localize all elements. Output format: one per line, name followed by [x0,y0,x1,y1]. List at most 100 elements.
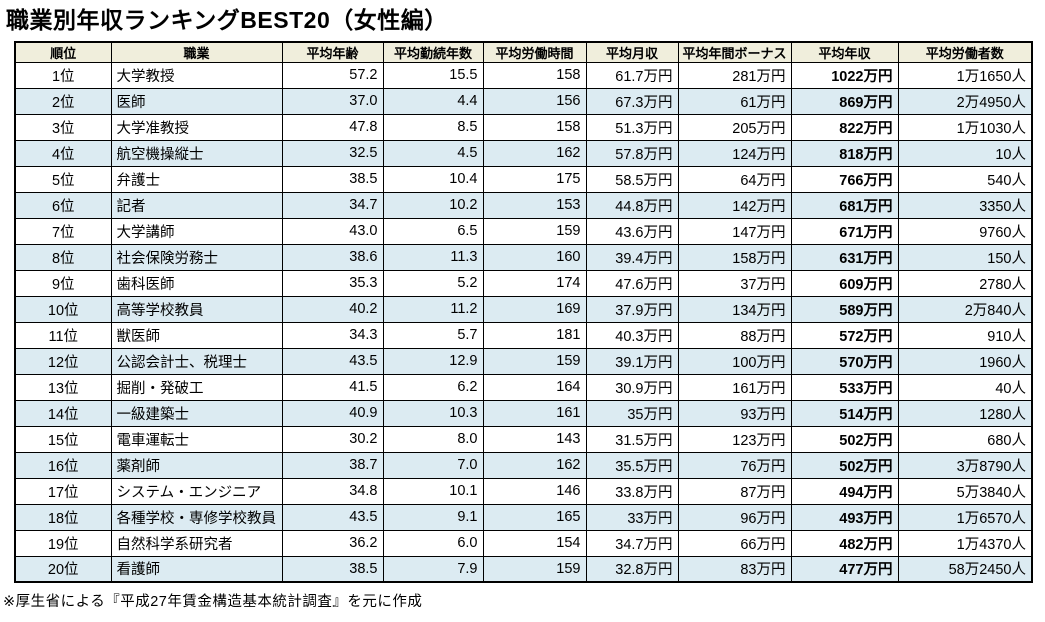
cell-平均労働者数: 1万6570人 [897,503,1033,531]
table-row: 8位 社会保険労務士 38.6 11.3 160 39.4万円 158万円 631万円 150人 [14,243,1033,271]
cell-平均労働時間: 159 [482,555,587,583]
cell-平均勤続年数: 11.2 [382,295,484,323]
cell-職業: 掘削・発破工 [110,373,283,401]
cell-平均年間ボーナス: 61万円 [677,87,792,115]
cell-順位: 18位 [14,503,112,531]
cell-平均勤続年数: 6.2 [382,373,484,401]
cell-平均勤続年数: 8.5 [382,113,484,141]
cell-平均労働者数: 1万1030人 [897,113,1033,141]
cell-平均労働者数: 10人 [897,139,1033,167]
cell-平均労働時間: 159 [482,217,587,245]
cell-順位: 6位 [14,191,112,219]
cell-平均年収: 822万円 [790,113,899,141]
cell-平均年齢: 43.5 [281,347,384,375]
cell-職業: 電車運転士 [110,425,283,453]
cell-順位: 14位 [14,399,112,427]
cell-平均年齢: 35.3 [281,269,384,297]
cell-順位: 11位 [14,321,112,349]
cell-順位: 2位 [14,87,112,115]
cell-順位: 8位 [14,243,112,271]
cell-平均月収: 33.8万円 [585,477,679,505]
cell-職業: 一級建築士 [110,399,283,427]
cell-職業: 公認会計士、税理士 [110,347,283,375]
cell-平均年収: 766万円 [790,165,899,193]
cell-平均年間ボーナス: 161万円 [677,373,792,401]
cell-平均年間ボーナス: 147万円 [677,217,792,245]
cell-順位: 9位 [14,269,112,297]
cell-平均労働者数: 150人 [897,243,1033,271]
cell-平均年間ボーナス: 66万円 [677,529,792,557]
cell-順位: 1位 [14,61,112,89]
column-header-7: 平均年収 [790,41,899,63]
cell-平均月収: 39.1万円 [585,347,679,375]
cell-職業: 記者 [110,191,283,219]
cell-平均年収: 514万円 [790,399,899,427]
cell-平均労働者数: 40人 [897,373,1033,401]
cell-職業: 高等学校教員 [110,295,283,323]
table-row: 17位 システム・エンジニア 34.8 10.1 146 33.8万円 87万円 494万円 5… [14,477,1033,505]
cell-平均年間ボーナス: 123万円 [677,425,792,453]
cell-平均年間ボーナス: 93万円 [677,399,792,427]
cell-平均年齢: 40.9 [281,399,384,427]
cell-順位: 13位 [14,373,112,401]
cell-平均年間ボーナス: 100万円 [677,347,792,375]
table-row: 6位 記者 34.7 10.2 153 44.8万円 142万円 681万円 3350人 [14,191,1033,219]
cell-平均年間ボーナス: 142万円 [677,191,792,219]
cell-平均年齢: 34.7 [281,191,384,219]
cell-平均月収: 31.5万円 [585,425,679,453]
cell-平均勤続年数: 7.9 [382,555,484,583]
cell-平均勤続年数: 11.3 [382,243,484,271]
cell-平均労働時間: 156 [482,87,587,115]
table-row: 10位 高等学校教員 40.2 11.2 169 37.9万円 134万円 589万円 2万84… [14,295,1033,323]
cell-平均労働時間: 160 [482,243,587,271]
cell-順位: 4位 [14,139,112,167]
cell-平均年齢: 47.8 [281,113,384,141]
cell-平均年齢: 38.5 [281,555,384,583]
table-row: 19位 自然科学系研究者 36.2 6.0 154 34.7万円 66万円 482万円 1万43… [14,529,1033,557]
cell-平均勤続年数: 12.9 [382,347,484,375]
cell-平均年間ボーナス: 37万円 [677,269,792,297]
cell-平均年間ボーナス: 88万円 [677,321,792,349]
cell-平均労働時間: 174 [482,269,587,297]
cell-平均労働時間: 165 [482,503,587,531]
cell-平均年間ボーナス: 124万円 [677,139,792,167]
cell-平均勤続年数: 10.2 [382,191,484,219]
cell-職業: 医師 [110,87,283,115]
cell-平均年収: 631万円 [790,243,899,271]
cell-平均労働者数: 1960人 [897,347,1033,375]
cell-平均月収: 40.3万円 [585,321,679,349]
cell-平均年間ボーナス: 205万円 [677,113,792,141]
cell-順位: 17位 [14,477,112,505]
table-row: 11位 獣医師 34.3 5.7 181 40.3万円 88万円 572万円 910人 [14,321,1033,349]
table-row: 18位 各種学校・専修学校教員 43.5 9.1 165 33万円 96万円 493万円 1万6… [14,503,1033,531]
cell-平均労働時間: 169 [482,295,587,323]
table-row: 4位 航空機操縦士 32.5 4.5 162 57.8万円 124万円 818万円 10人 [14,139,1033,167]
cell-平均労働者数: 910人 [897,321,1033,349]
cell-平均月収: 35万円 [585,399,679,427]
cell-職業: 獣医師 [110,321,283,349]
column-header-0: 順位 [14,41,112,63]
cell-平均勤続年数: 10.1 [382,477,484,505]
cell-平均月収: 51.3万円 [585,113,679,141]
header-row: 順位 職業 平均年齢 平均勤続年数 平均労働時間 平均月収 平均年間ボーナス 平均年収 平均労働… [14,41,1033,63]
cell-平均年収: 681万円 [790,191,899,219]
cell-平均労働時間: 159 [482,347,587,375]
cell-平均労働者数: 3350人 [897,191,1033,219]
column-header-3: 平均勤続年数 [382,41,484,63]
cell-平均年収: 477万円 [790,555,899,583]
cell-平均年齢: 37.0 [281,87,384,115]
cell-平均年齢: 38.7 [281,451,384,479]
cell-平均年間ボーナス: 83万円 [677,555,792,583]
cell-平均年齢: 38.5 [281,165,384,193]
cell-平均年間ボーナス: 87万円 [677,477,792,505]
cell-平均労働時間: 161 [482,399,587,427]
cell-平均年収: 502万円 [790,451,899,479]
cell-職業: システム・エンジニア [110,477,283,505]
cell-平均労働時間: 158 [482,61,587,89]
cell-平均年齢: 36.2 [281,529,384,557]
cell-平均労働時間: 154 [482,529,587,557]
cell-平均年齢: 34.8 [281,477,384,505]
cell-平均年収: 671万円 [790,217,899,245]
cell-平均労働者数: 2万4950人 [897,87,1033,115]
